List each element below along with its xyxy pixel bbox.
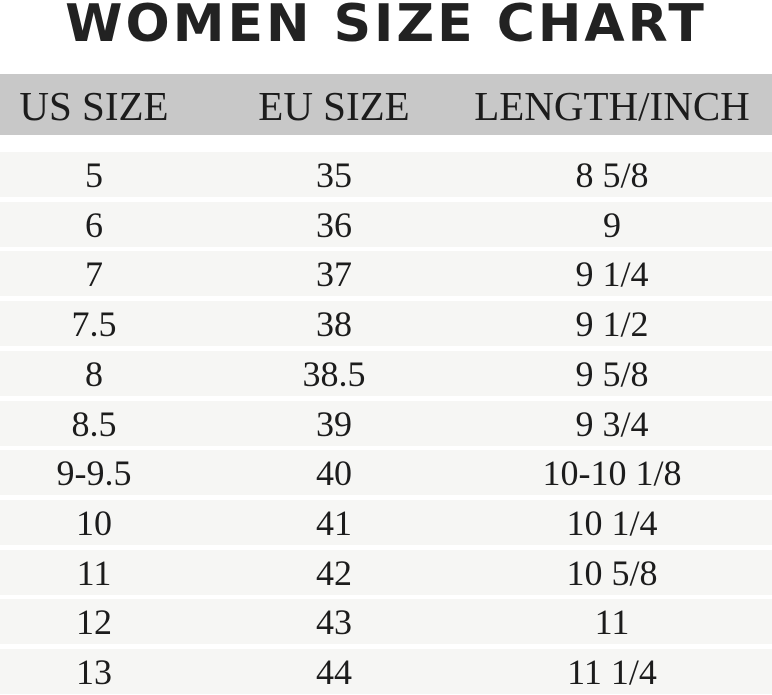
us-size-cell: 7 [85,254,103,295]
length-cell: 10 5/8 [566,552,658,593]
length-cell: 9 1/4 [575,254,649,295]
eu-size-cell: 38 [316,304,352,345]
us-size-cell: 7.5 [71,304,117,345]
table-row: 10 41 10 1/4 [0,499,772,545]
table-row: 8.5 39 9 3/4 [0,400,772,446]
table-row: 7 37 9 1/4 [0,251,772,297]
table-row: 5 35 8 5/8 [0,152,772,197]
eu-size-cell: 38.5 [302,353,366,394]
chart-title: WOMEN SIZE CHART [65,0,707,54]
length-cell: 9 1/2 [575,304,649,345]
eu-size-cell: 35 [316,155,352,195]
length-cell: 10-10 1/8 [542,453,682,494]
us-size-cell: 8.5 [71,403,117,444]
table-row: 7.5 38 9 1/2 [0,301,772,347]
eu-size-cell: 36 [316,204,352,245]
eu-size-cell: 42 [316,552,352,593]
length-cell: 9 [603,204,621,245]
eu-size-cell: 43 [316,602,352,643]
us-size-cell: 10 [76,502,112,543]
table-header: US SIZE EU SIZE LENGTH/INCH [0,74,772,135]
eu-size-cell: 40 [316,453,352,494]
table-row: 6 36 9 [0,201,772,247]
eu-size-cell: 39 [316,403,352,444]
us-size-cell: 12 [76,602,112,643]
eu-size-cell: 41 [316,502,352,543]
length-cell: 9 5/8 [575,353,649,394]
length-cell: 10 1/4 [566,502,658,543]
table-row: 11 42 10 5/8 [0,549,772,595]
table-row: 9-9.5 40 10-10 1/8 [0,450,772,496]
header-length-inch: LENGTH/INCH [474,83,750,129]
header-us-size: US SIZE [19,83,169,129]
us-size-cell: 5 [85,155,103,195]
eu-size-cell: 44 [316,652,352,692]
us-size-cell: 8 [85,353,103,394]
us-size-cell: 13 [76,652,112,692]
us-size-cell: 9-9.5 [56,453,132,494]
table-row: 13 44 11 1/4 [0,649,772,694]
us-size-cell: 11 [76,552,112,593]
length-cell: 8 5/8 [575,155,649,195]
us-size-cell: 6 [85,204,103,245]
length-cell: 11 [594,602,630,643]
eu-size-cell: 37 [316,254,352,295]
length-cell: 11 1/4 [567,652,657,692]
table-row: 8 38.5 9 5/8 [0,350,772,396]
table-row: 12 43 11 [0,599,772,645]
length-cell: 9 3/4 [575,403,649,444]
header-eu-size: EU SIZE [258,83,410,129]
